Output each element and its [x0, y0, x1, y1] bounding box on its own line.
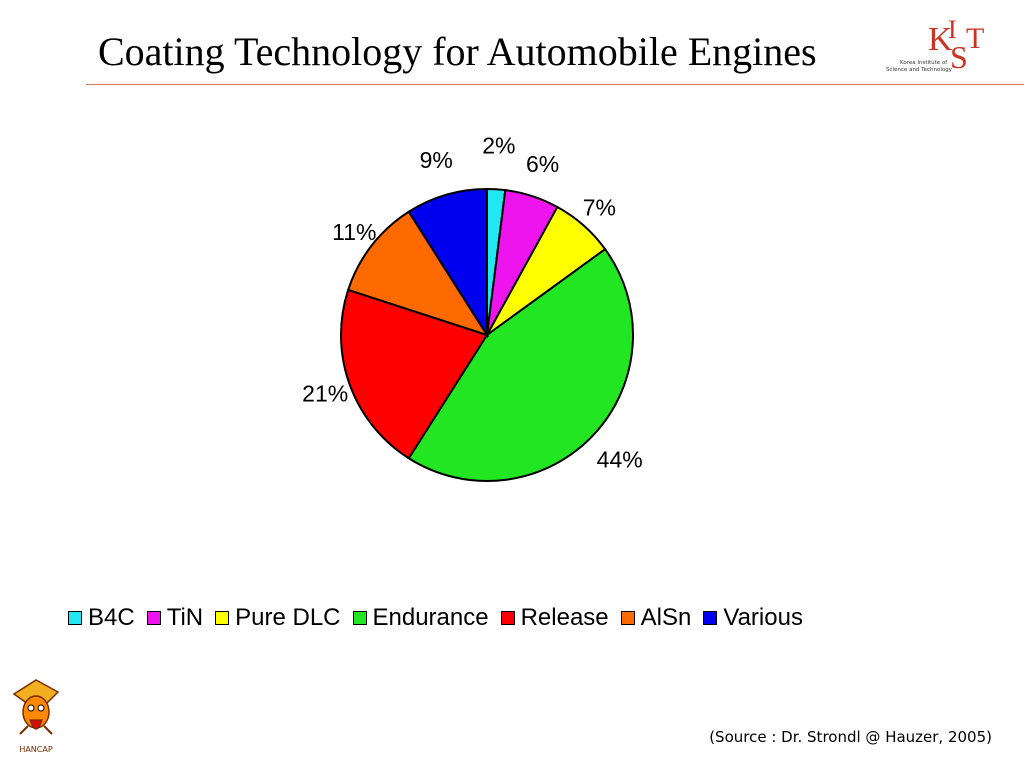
- pie-label-tin: 6%: [526, 151, 559, 177]
- svg-text:T: T: [966, 22, 984, 55]
- legend-swatch: [352, 611, 367, 625]
- slide-title: Coating Technology for Automobile Engine…: [98, 29, 817, 74]
- mascot-caption: HANCAP: [19, 745, 53, 754]
- pie-label-release: 21%: [302, 380, 348, 406]
- pie-slice-alsn: [346, 210, 490, 337]
- legend-swatch: [620, 611, 635, 625]
- legend-item-b4c: B4C: [68, 604, 135, 632]
- source-citation: (Source : Dr. Strondl @ Hauzer, 2005): [709, 728, 992, 746]
- legend-swatch: [146, 611, 161, 625]
- pie-label-alsn: 11%: [332, 219, 376, 245]
- pie-slice-release: [340, 288, 489, 460]
- legend-label: AlSn: [640, 604, 692, 631]
- kist-logo-mark: K I T S Korea Institute of Science and T…: [886, 15, 984, 75]
- pie-label-endurance: 44%: [597, 447, 643, 473]
- title-divider: [86, 84, 1024, 85]
- pie-slice-endurance: [407, 247, 634, 482]
- legend-label: Endurance: [372, 604, 489, 631]
- logo-text-line1: Korea Institute of: [900, 60, 948, 66]
- kist-logo: K I T S Korea Institute of Science and T…: [882, 14, 992, 84]
- mascot-logo: HANCAP: [6, 676, 66, 756]
- chart-legend: B4C TiN Pure DLC Endurance Release AlSn Variou…: [68, 600, 815, 636]
- legend-item-tin: TiN: [146, 604, 204, 632]
- pie-label-various: 9%: [420, 147, 453, 173]
- legend-item-pure-dlc: Pure DLC: [215, 604, 341, 632]
- legend-swatch: [68, 611, 82, 625]
- legend-swatch: [703, 611, 718, 625]
- legend-swatch: [500, 611, 515, 625]
- pie-slice-labels: 2% 6% 7% 44% 21% 11% 9%: [302, 132, 643, 472]
- svg-text:I: I: [948, 15, 957, 44]
- logo-text-line2: Science and Technology: [886, 67, 953, 73]
- pie-label-pure-dlc: 7%: [583, 195, 616, 221]
- legend-label: Various: [723, 604, 803, 631]
- pie-chart: 2% 6% 7% 44% 21% 11% 9%: [302, 132, 643, 482]
- legend-label: B4C: [88, 604, 135, 631]
- legend-item-various: Various: [703, 604, 803, 632]
- legend-item-alsn: AlSn: [620, 604, 692, 632]
- mascot-figure-icon: HANCAP: [12, 679, 60, 754]
- legend-label: Pure DLC: [235, 604, 341, 631]
- legend-item-release: Release: [500, 604, 609, 632]
- svg-text:S: S: [950, 39, 968, 75]
- svg-text:K: K: [928, 21, 953, 58]
- legend-swatch: [215, 611, 230, 625]
- pie-label-b4c: 2%: [482, 132, 515, 158]
- legend-item-endurance: Endurance: [352, 604, 489, 632]
- pie-slices: [340, 187, 634, 482]
- legend-label: TiN: [166, 604, 204, 631]
- legend-label: Release: [520, 604, 609, 631]
- pie-slice-various: [407, 187, 488, 339]
